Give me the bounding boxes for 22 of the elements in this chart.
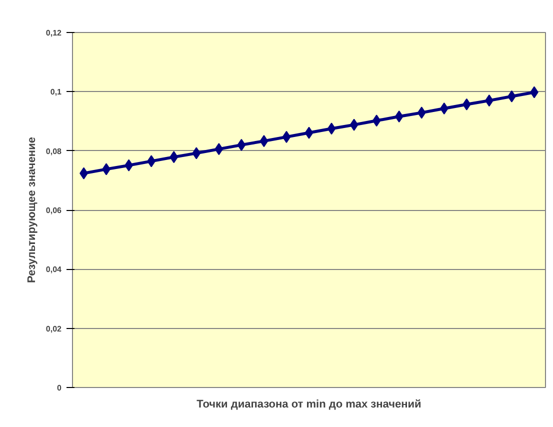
y-tick-label: 0 xyxy=(57,384,62,392)
point xyxy=(260,135,268,148)
point xyxy=(192,147,201,160)
y-tick-label: 0,04 xyxy=(46,265,62,274)
y-axis-title: Результирующее значение xyxy=(26,137,38,283)
point xyxy=(170,151,178,164)
point xyxy=(350,118,358,131)
y-tick-label: 0,08 xyxy=(46,146,62,156)
y-tick-label: 0,12 xyxy=(46,28,62,38)
y-tick-label: 0,02 xyxy=(46,324,62,334)
point xyxy=(394,110,404,123)
point xyxy=(237,138,246,151)
point xyxy=(417,106,426,119)
point xyxy=(304,126,314,139)
point xyxy=(372,114,381,127)
y-tick-label: 0,1 xyxy=(50,88,62,97)
point xyxy=(282,130,291,143)
point xyxy=(327,122,336,135)
point xyxy=(440,102,448,115)
y-tick-label: 0,06 xyxy=(46,206,62,215)
x-axis-title: Точки диапазона от min до max значений xyxy=(196,398,422,410)
point xyxy=(214,143,224,156)
